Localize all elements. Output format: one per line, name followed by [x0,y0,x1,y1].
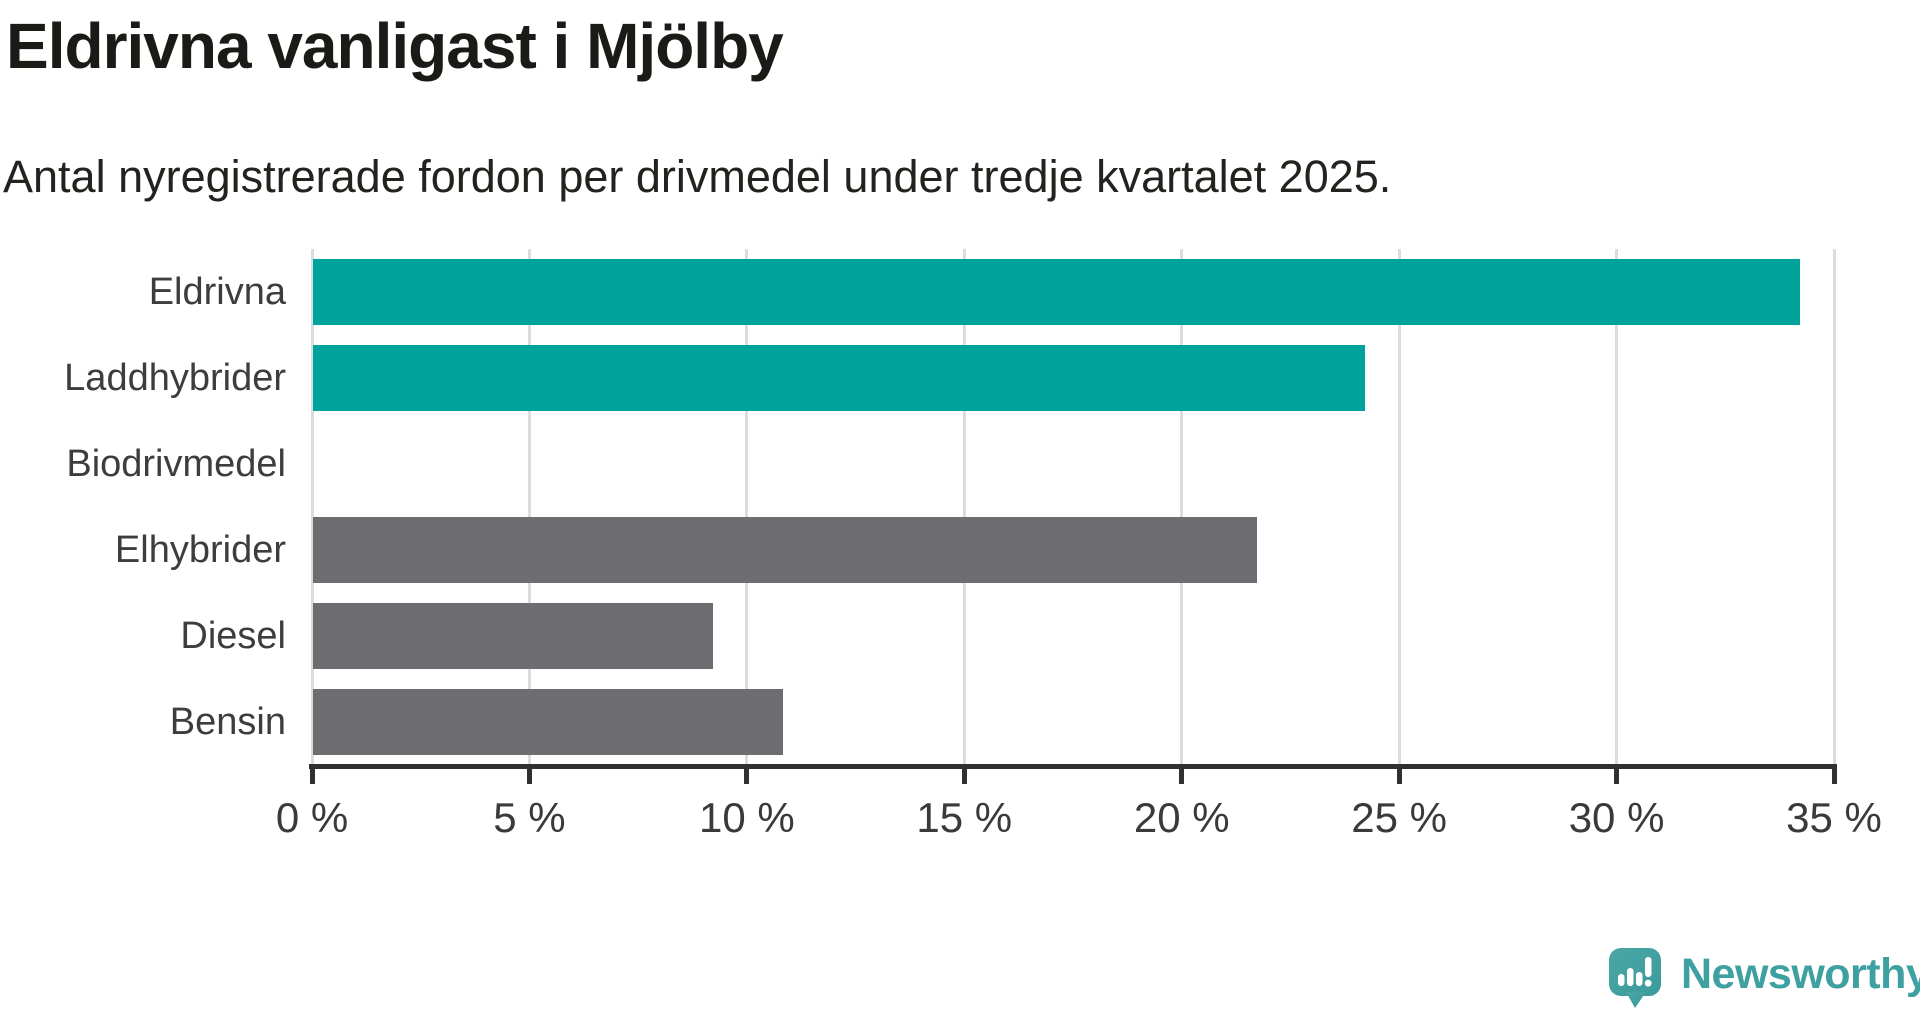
x-axis-tick [526,769,532,784]
bar-elhybrider [313,517,1257,583]
x-axis-line [309,764,1837,769]
gridline [1397,249,1401,764]
newsworthy-wordmark: Newsworthy [1681,950,1920,998]
category-label: Diesel [180,615,286,657]
gridline [962,249,966,764]
x-axis-tick [1179,769,1185,784]
x-axis-tick [309,769,315,784]
gridline [1832,249,1836,764]
gridline [1180,249,1184,764]
bar-diesel [313,603,714,669]
x-axis-tick-label: 35 % [1786,794,1882,841]
bar-bensin [313,689,783,755]
category-label: Eldrivna [148,271,286,313]
chart-title: Eldrivna vanligast i Mjölby [6,10,784,82]
newsworthy-logo: Newsworthy [1609,948,1920,1008]
gridline [310,249,314,764]
bar-eldrivna [313,259,1801,325]
category-label: Laddhybrider [64,357,286,399]
newsworthy-icon [1609,948,1661,1008]
x-axis-tick-label: 20 % [1133,794,1230,841]
x-axis-tick-label: 25 % [1351,794,1448,841]
x-axis-tick [961,769,967,784]
x-axis-tick-label: 10 % [698,794,795,841]
x-axis-tick-label: 15 % [916,794,1013,841]
category-label: Bensin [169,701,286,743]
category-label: Elhybrider [114,529,286,571]
x-axis-tick [1396,769,1402,784]
chart-subtitle: Antal nyregistrerade fordon per drivmede… [3,151,1392,202]
x-axis-tick-label: 0 % [275,794,349,841]
category-label: Biodrivmedel [66,443,286,485]
gridline [1615,249,1619,764]
gridline [527,249,531,764]
bar-laddhybrider [313,345,1366,411]
x-axis-tick [744,769,750,784]
gridline [745,249,749,764]
x-axis-tick-label: 30 % [1568,794,1665,841]
x-axis-tick-label: 5 % [493,794,566,841]
x-axis-tick [1614,769,1620,784]
x-axis-tick [1831,769,1837,784]
